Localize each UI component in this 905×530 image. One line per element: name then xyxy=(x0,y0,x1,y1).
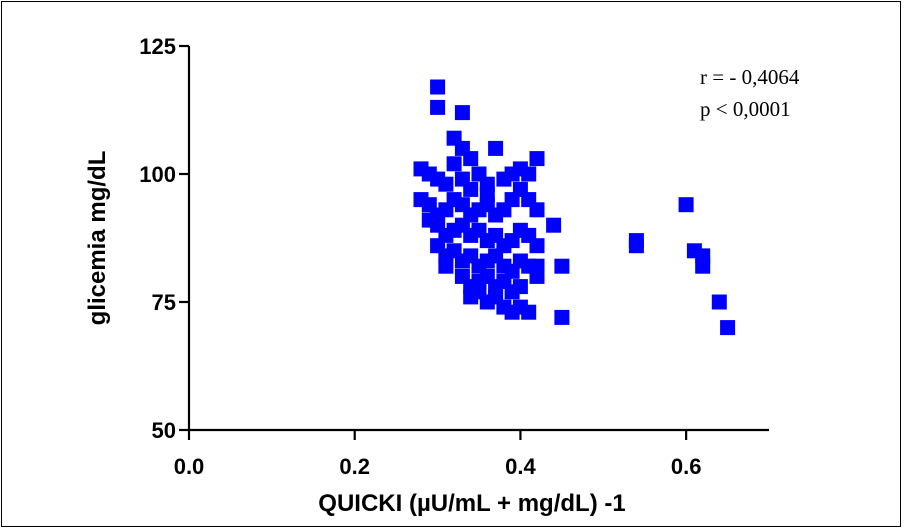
data-point xyxy=(695,258,711,274)
y-tick-label: 125 xyxy=(139,34,176,59)
data-point xyxy=(529,202,545,218)
data-point xyxy=(454,105,470,121)
x-tick-label: 0.2 xyxy=(339,454,370,479)
data-point xyxy=(720,320,736,336)
data-point xyxy=(628,238,644,254)
data-point xyxy=(554,258,570,274)
data-point xyxy=(430,79,446,95)
data-point xyxy=(430,99,446,115)
y-ticks: 50 75 100 125 xyxy=(139,34,189,443)
x-axis-title: QUICKI (µU/mL + mg/dL) -1 xyxy=(318,490,625,517)
x-tick-label: 0.6 xyxy=(671,454,702,479)
data-point xyxy=(521,304,537,320)
data-point xyxy=(529,258,545,274)
data-point xyxy=(488,140,504,156)
data-point xyxy=(463,181,479,197)
y-axis-title: glicemia mg/dL xyxy=(84,151,111,326)
y-tick-label: 100 xyxy=(139,162,176,187)
x-tick-label: 0.4 xyxy=(505,454,536,479)
data-point xyxy=(438,258,454,274)
data-point xyxy=(546,217,562,233)
data-point xyxy=(554,309,570,325)
data-point xyxy=(711,294,727,310)
data-points xyxy=(413,79,736,336)
x-ticks: 0.0 0.2 0.4 0.6 xyxy=(174,430,702,479)
correlation-annotation: r = - 0,4064 xyxy=(700,65,800,89)
pvalue-annotation: p < 0,0001 xyxy=(700,97,791,121)
x-tick-label: 0.0 xyxy=(174,454,205,479)
data-point xyxy=(446,156,462,172)
data-point xyxy=(529,238,545,254)
data-point xyxy=(521,166,537,182)
data-point xyxy=(678,197,694,213)
data-point xyxy=(438,176,454,192)
axes xyxy=(187,46,769,432)
data-point xyxy=(463,151,479,167)
data-point xyxy=(529,151,545,167)
data-point xyxy=(512,279,528,295)
y-tick-label: 50 xyxy=(152,418,176,443)
y-tick-label: 75 xyxy=(152,290,176,315)
